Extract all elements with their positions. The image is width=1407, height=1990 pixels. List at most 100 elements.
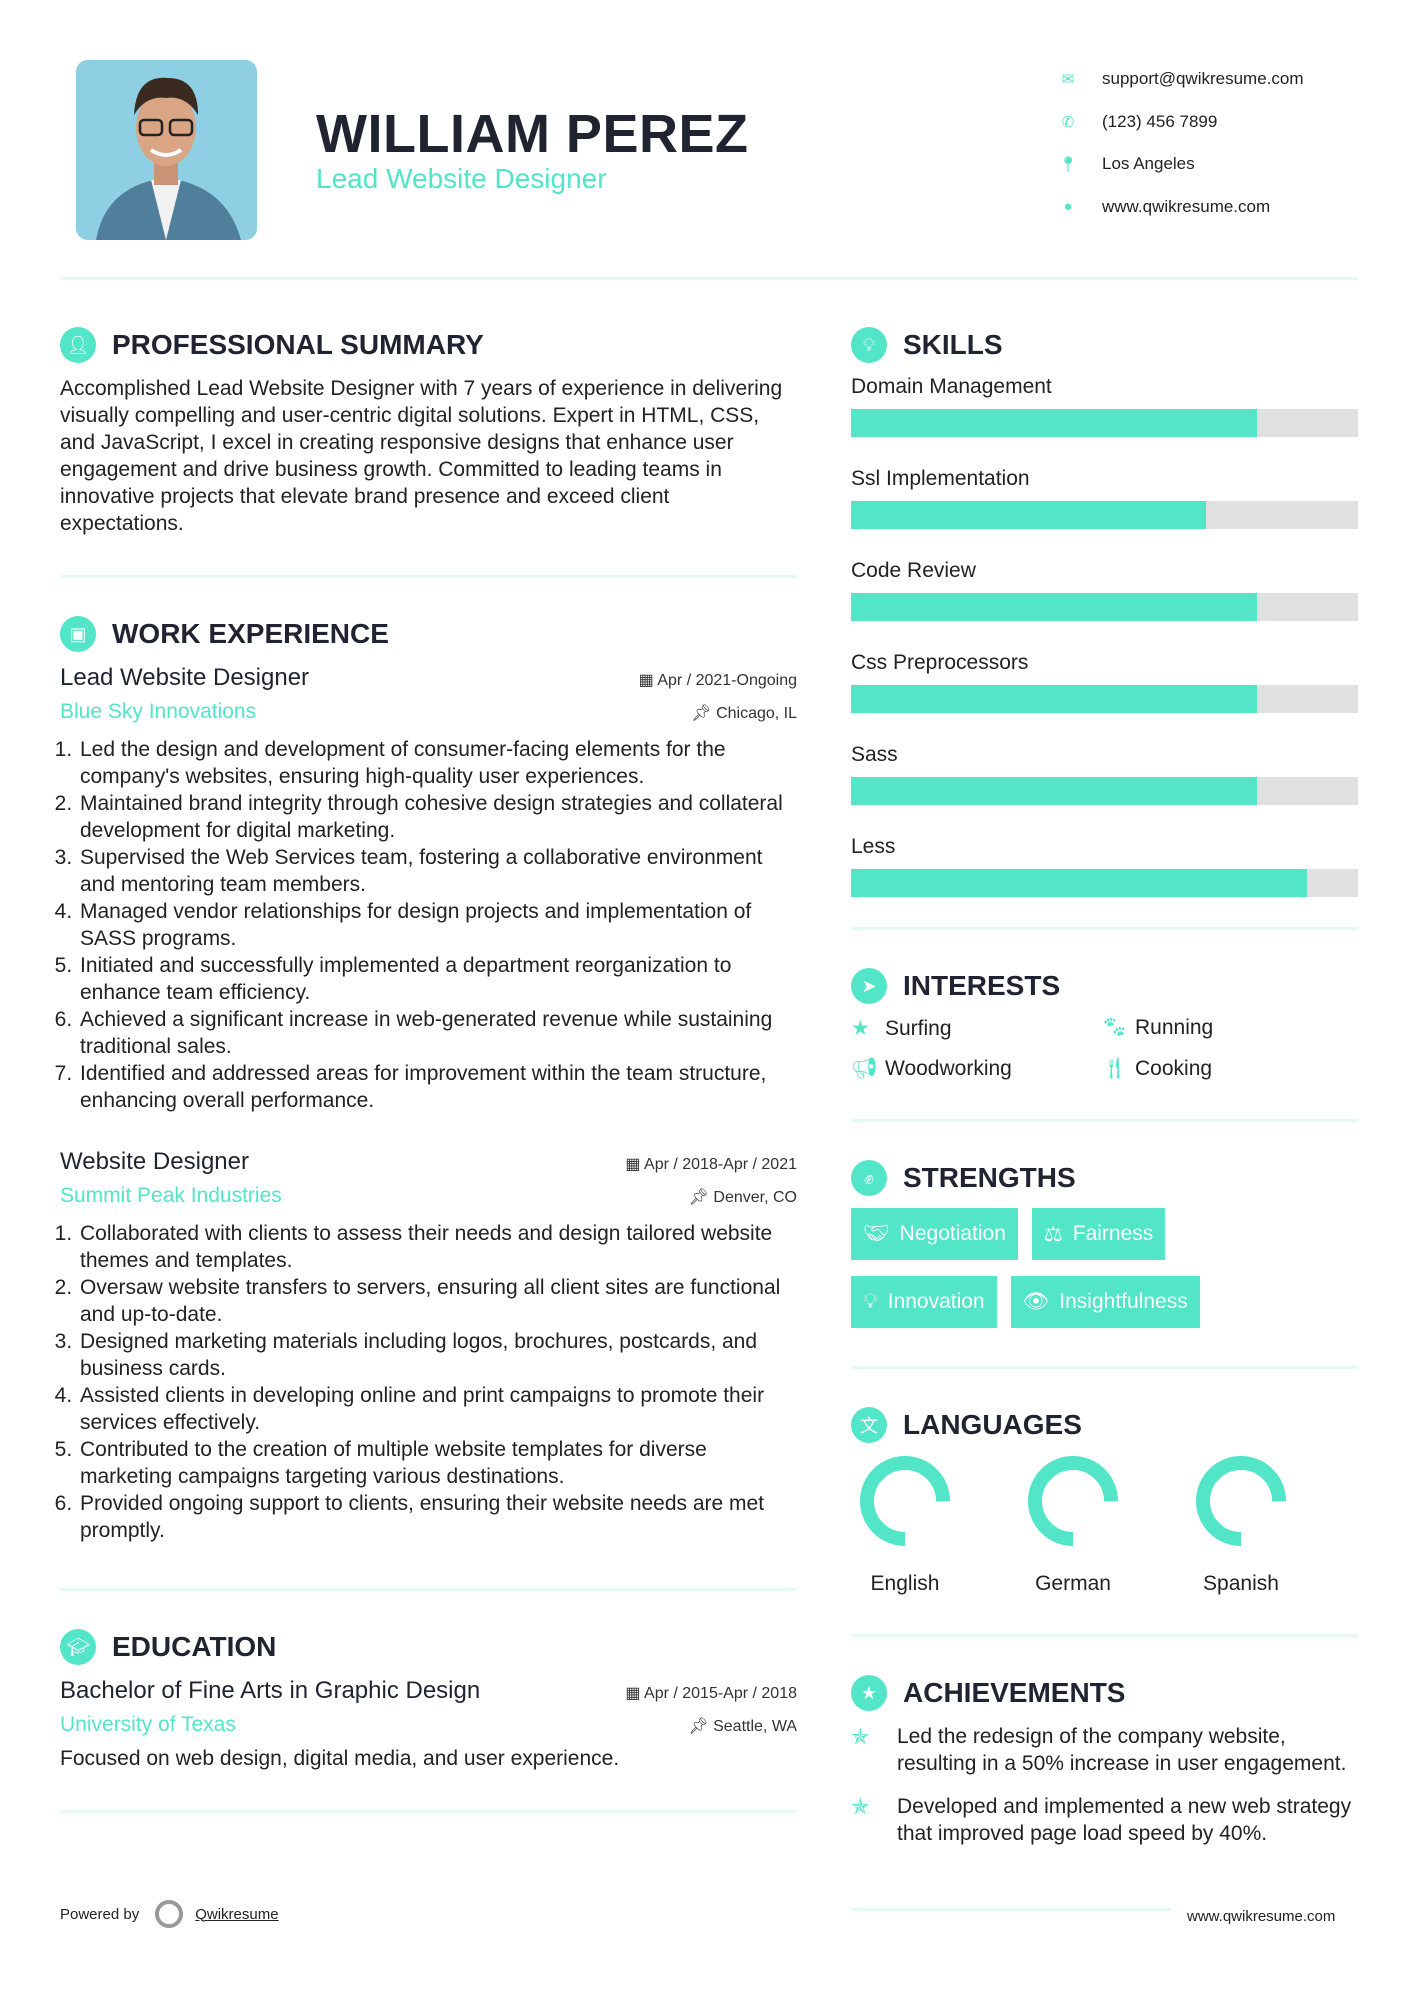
divider (60, 1810, 797, 1813)
duty-item: Designed marketing materials including l… (78, 1328, 797, 1382)
duty-item: Managed vendor relationships for design … (78, 898, 797, 952)
header-divider (60, 277, 1358, 280)
footer-site[interactable]: www.qwikresume.com (1187, 1908, 1336, 1925)
skill-item: Code Review (851, 559, 1358, 621)
language-name: German (1035, 1572, 1111, 1595)
fist-icon: ✊︎ (851, 1160, 887, 1196)
strength-tag: 💡︎ Innovation (851, 1276, 997, 1328)
contact-phone[interactable]: ✆ (123) 456 7899 (1058, 101, 1304, 144)
map-pin-icon: 📍︎ (1058, 156, 1078, 174)
divider (851, 927, 1358, 930)
achievement-item: ✯ Developed and implemented a new web str… (851, 1794, 1352, 1845)
duty-item: Provided ongoing support to clients, ens… (78, 1490, 797, 1544)
divider (851, 1366, 1358, 1369)
lightbulb-icon: 💡︎ (863, 1290, 878, 1313)
briefcase-icon: ▣ (60, 616, 96, 652)
divider (851, 1634, 1358, 1637)
star-badge-icon: ✯ (851, 1794, 870, 1819)
star-icon: ★ (851, 1017, 870, 1040)
language-item: Spanish (1195, 1455, 1287, 1596)
pin-icon: 📌︎ (691, 705, 717, 722)
summary-text: Accomplished Lead Website Designer with … (60, 377, 783, 535)
duty-item: Oversaw website transfers to servers, en… (78, 1274, 797, 1328)
lightbulb-icon: 💡︎ (851, 327, 887, 363)
skill-name: Code Review (851, 559, 976, 582)
skill-bar (851, 777, 1358, 805)
contact-website[interactable]: ● www.qwikresume.com (1058, 186, 1304, 229)
languages-section: 文 LANGUAGES English German Spanish (851, 1405, 1358, 1596)
duty-item: Led the design and development of consum… (78, 736, 797, 790)
bullhorn-icon: 📢︎ (851, 1057, 878, 1080)
duty-item: Achieved a significant increase in web-g… (78, 1006, 797, 1060)
user-icon: 👤︎ (60, 327, 96, 363)
job-date: Apr / 2018-Apr / 2021 (644, 1156, 797, 1173)
duty-item: Contributed to the creation of multiple … (78, 1436, 797, 1490)
skill-name: Less (851, 835, 896, 858)
skill-item: Ssl Implementation (851, 467, 1358, 529)
job-entry: Lead Website Designer ▦ Apr / 2021-Ongoin… (60, 664, 797, 1114)
section-heading: SKILLS (903, 329, 1003, 360)
globe-icon: ● (1063, 198, 1073, 216)
envelope-icon: ✉ (1061, 71, 1075, 89)
graduation-icon: 🎓︎ (60, 1629, 96, 1665)
skill-bar-fill (851, 501, 1206, 529)
divider (851, 1908, 1171, 1911)
candidate-title: Lead Website Designer (316, 163, 607, 194)
utensils-icon: 🍴︎ (1101, 1057, 1128, 1080)
handshake-icon: 🤝︎ (863, 1222, 890, 1245)
interests-section: ➤ INTERESTS ★ Surfing 🐾︎ Running 📢︎ Woodworkin… (851, 966, 1358, 1081)
language-item: German (1027, 1455, 1119, 1596)
section-heading: STRENGTHS (903, 1162, 1076, 1193)
job-location: Denver, CO (713, 1189, 797, 1206)
calendar-icon: ▦ (625, 1156, 645, 1173)
achievement-item: ✯ Led the redesign of the company website… (851, 1724, 1347, 1775)
section-heading: PROFESSIONAL SUMMARY (112, 329, 484, 360)
skill-bar (851, 409, 1358, 437)
skill-item: Less (851, 835, 1358, 897)
duty-item: Supervised the Web Services team, foster… (78, 844, 797, 898)
degree: Bachelor of Fine Arts in Graphic Design (60, 1677, 481, 1704)
language-item: English (859, 1455, 951, 1596)
work-section: ▣ WORK EXPERIENCE Lead Website Designer ▦ … (60, 614, 797, 1544)
divider (851, 1119, 1358, 1122)
left-column: 👤︎ PROFESSIONAL SUMMARY Accomplished Lead… (60, 325, 797, 1849)
language-ring (1196, 1456, 1286, 1546)
star-badge-icon: ✯ (851, 1724, 870, 1749)
pin-icon: 📌︎ (688, 1189, 714, 1206)
skill-name: Ssl Implementation (851, 467, 1030, 490)
skill-bar-fill (851, 869, 1308, 897)
job-location: Chicago, IL (716, 705, 797, 722)
job-title: Website Designer (60, 1148, 249, 1175)
job-title: Lead Website Designer (60, 664, 310, 691)
paw-icon: 🐾︎ (1101, 1016, 1128, 1039)
education-date: Apr / 2015-Apr / 2018 (644, 1685, 797, 1702)
section-heading: WORK EXPERIENCE (112, 618, 389, 649)
skill-bar-fill (851, 777, 1257, 805)
skill-bar-fill (851, 685, 1257, 713)
medal-icon: ★ (851, 1675, 887, 1711)
language-ring (860, 1456, 950, 1546)
calendar-icon: ▦ (638, 672, 658, 689)
contact-email[interactable]: ✉ support@qwikresume.com (1058, 58, 1304, 101)
strength-tag: 🤝︎ Negotiation (851, 1208, 1018, 1260)
skill-bar-fill (851, 409, 1257, 437)
language-name: Spanish (1203, 1572, 1279, 1595)
job-duties: Collaborated with clients to assess thei… (78, 1220, 797, 1544)
skill-name: Css Preprocessors (851, 651, 1029, 674)
education-location: Seattle, WA (713, 1718, 797, 1735)
job-entry: Website Designer ▦ Apr / 2018-Apr / 2021 … (60, 1148, 797, 1544)
duty-item: Maintained brand integrity through cohes… (78, 790, 797, 844)
pin-icon: 📌︎ (688, 1718, 714, 1735)
contact-location: 📍︎ Los Angeles (1058, 154, 1195, 174)
duty-item: Initiated and successfully implemented a… (78, 952, 797, 1006)
skill-bar (851, 685, 1358, 713)
brand-link[interactable]: Qwikresume (195, 1905, 279, 1923)
skill-bar (851, 593, 1358, 621)
job-duties: Led the design and development of consum… (78, 736, 797, 1114)
section-heading: EDUCATION (112, 1631, 277, 1662)
contact-list: ✉ support@qwikresume.com ✆ (123) 456 7899 … (1058, 58, 1304, 229)
candidate-name: WILLIAM PEREZ (316, 104, 749, 164)
skill-bar (851, 501, 1358, 529)
skill-bar (851, 869, 1358, 897)
skill-name: Domain Management (851, 375, 1052, 398)
